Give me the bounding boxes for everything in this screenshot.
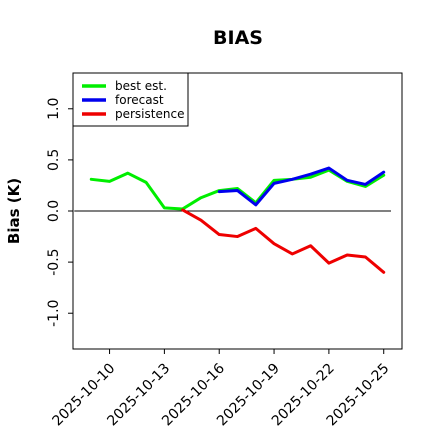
plot-area: -1.0-0.50.00.51.02025-10-102025-10-13202… — [46, 72, 403, 429]
legend-label: forecast — [115, 93, 164, 107]
y-axis-label: Bias (K) — [5, 178, 23, 244]
y-tick-label: -1.0 — [46, 300, 62, 327]
series-line-forecast — [217, 166, 386, 207]
y-tick-label: 0.0 — [46, 200, 62, 222]
legend-label: persistence — [115, 107, 184, 121]
chart-title: BIAS — [213, 27, 263, 49]
series-line-persistence — [181, 208, 386, 274]
y-tick-label: 1.0 — [46, 98, 62, 120]
y-tick-label: 0.5 — [46, 149, 62, 171]
y-tick-label: -0.5 — [46, 248, 62, 275]
legend-label: best est. — [115, 79, 167, 93]
